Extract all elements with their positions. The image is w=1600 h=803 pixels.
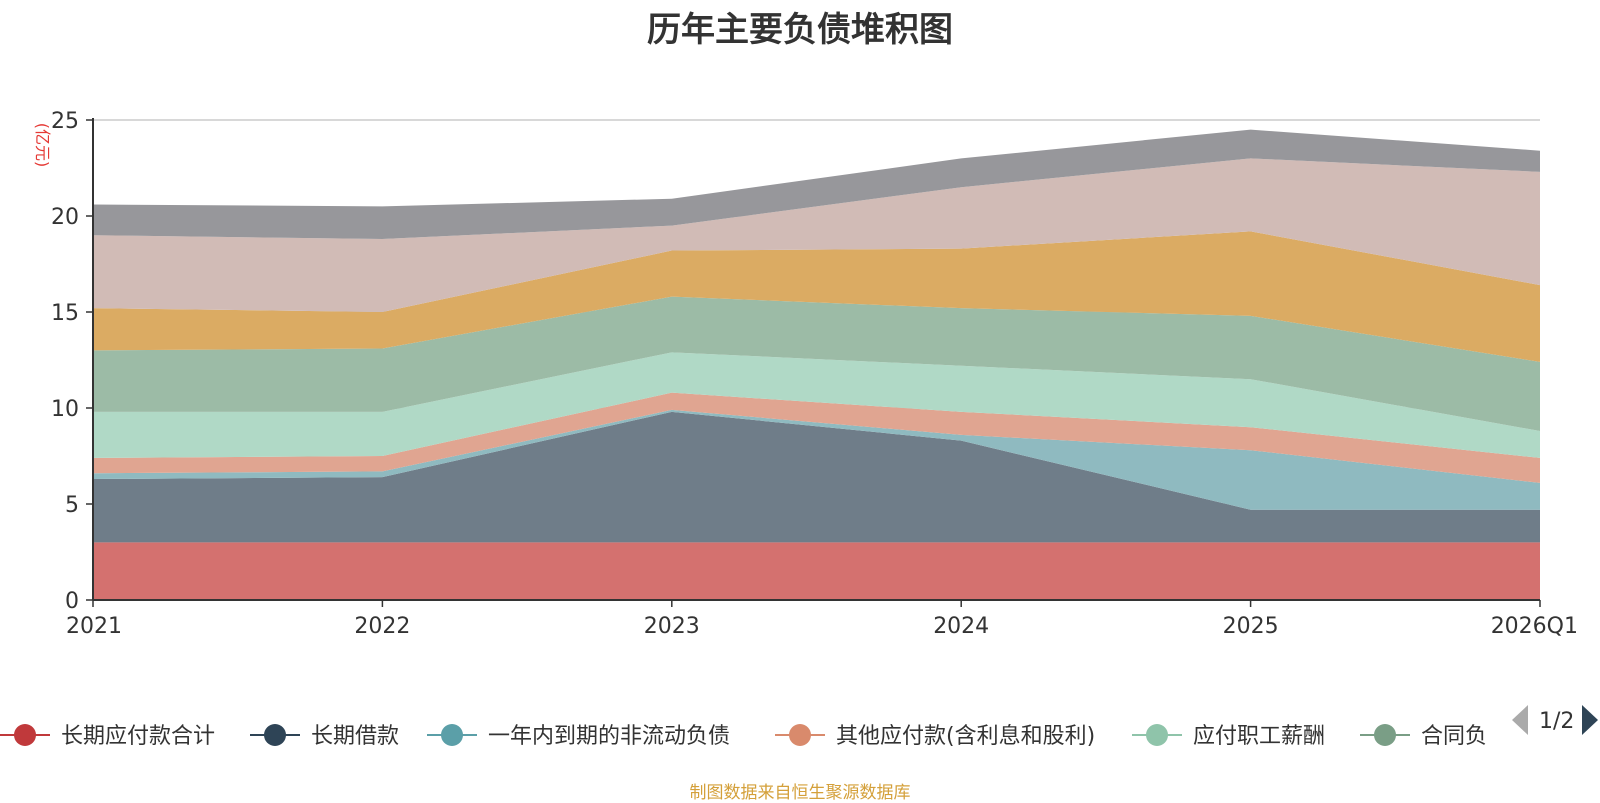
source-note: 制图数据来自恒生聚源数据库	[689, 783, 911, 803]
legend-item[interactable]: 应付职工薪酬	[1132, 724, 1325, 749]
legend-label: 应付职工薪酬	[1193, 724, 1325, 749]
y-tick-label: 25	[51, 109, 79, 134]
legend-marker-icon	[14, 724, 36, 746]
x-tick-label: 2026Q1	[1491, 614, 1578, 639]
area-series-4[interactable]	[93, 352, 1540, 458]
legend-marker-icon	[789, 724, 811, 746]
legend: 长期应付款合计 长期借款 一年内到期的非流动负债 其他应付款(含利息和股利) 应付职工薪…	[0, 724, 1487, 749]
legend-label: 长期应付款合计	[61, 724, 215, 749]
area-layer	[93, 129, 1540, 600]
area-series-0[interactable]	[93, 542, 1540, 600]
area-series-7[interactable]	[93, 158, 1540, 312]
y-axis-unit-label: (亿元)	[33, 123, 52, 168]
legend-marker-icon	[441, 724, 463, 746]
area-series-8[interactable]	[93, 129, 1540, 240]
legend-next-icon[interactable]	[1582, 705, 1598, 735]
area-series-3[interactable]	[93, 392, 1540, 483]
legend-page-indicator: 1/2	[1539, 709, 1574, 734]
legend-item[interactable]: 其他应付款(含利息和股利)	[775, 724, 1095, 749]
x-tick-label: 2023	[644, 614, 700, 639]
legend-marker-icon	[1374, 724, 1396, 746]
y-tick-label: 15	[51, 301, 79, 326]
legend-label: 合同负	[1421, 724, 1487, 749]
legend-item[interactable]: 合同负	[1360, 724, 1487, 749]
legend-label: 一年内到期的非流动负债	[488, 724, 730, 749]
y-tick-label: 0	[65, 589, 79, 614]
area-series-2[interactable]	[93, 409, 1540, 510]
legend-prev-icon[interactable]	[1512, 705, 1528, 735]
x-tick-label: 2021	[66, 614, 122, 639]
legend-pager: 1/2	[1512, 705, 1598, 735]
y-tick-label: 5	[65, 493, 79, 518]
legend-marker-icon	[264, 724, 286, 746]
y-tick-label: 10	[51, 397, 79, 422]
legend-label: 其他应付款(含利息和股利)	[836, 724, 1095, 749]
chart-title: 历年主要负债堆积图	[647, 10, 953, 50]
x-tick-label: 2025	[1223, 614, 1279, 639]
legend-item[interactable]: 长期应付款合计	[0, 724, 215, 749]
area-series-1[interactable]	[93, 411, 1540, 543]
legend-label: 长期借款	[311, 724, 399, 749]
x-tick-label: 2022	[354, 614, 410, 639]
y-tick-label: 20	[51, 205, 79, 230]
legend-marker-icon	[1146, 724, 1168, 746]
legend-item[interactable]: 长期借款	[250, 724, 399, 749]
area-series-5[interactable]	[93, 296, 1540, 432]
legend-item[interactable]: 一年内到期的非流动负债	[427, 724, 730, 749]
x-tick-label: 2024	[933, 614, 989, 639]
area-series-6[interactable]	[93, 231, 1540, 362]
